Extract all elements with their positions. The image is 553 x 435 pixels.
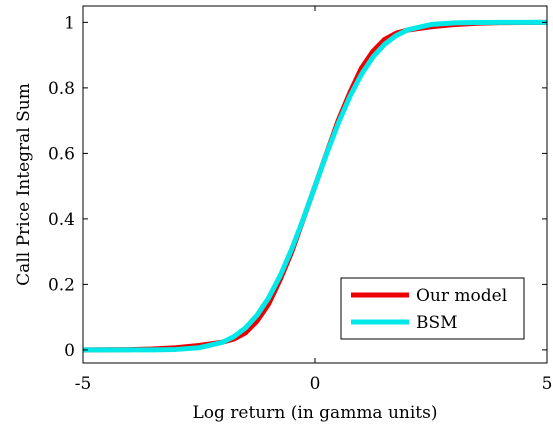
legend-label-bsm: BSM [416,313,458,333]
y-tick-label: 0.4 [48,210,75,230]
y-tick-label: 0.6 [48,144,75,164]
legend-label-our-model: Our model [416,286,507,306]
x-axis-title: Log return (in gamma units) [193,403,438,423]
x-tick-label: 0 [310,374,321,394]
legend: Our model BSM [340,277,525,340]
y-tick-label: 1 [64,13,75,33]
x-tick-label: -5 [75,374,92,394]
legend-box [340,277,525,340]
y-tick-label: 0.2 [48,275,75,295]
y-tick-label: 0.8 [48,79,75,99]
series-line-bsm [83,19,547,353]
y-axis-title: Call Price Integral Sum [14,83,34,286]
x-tick-label: 5 [542,374,553,394]
y-tick-label: 0 [64,341,75,361]
